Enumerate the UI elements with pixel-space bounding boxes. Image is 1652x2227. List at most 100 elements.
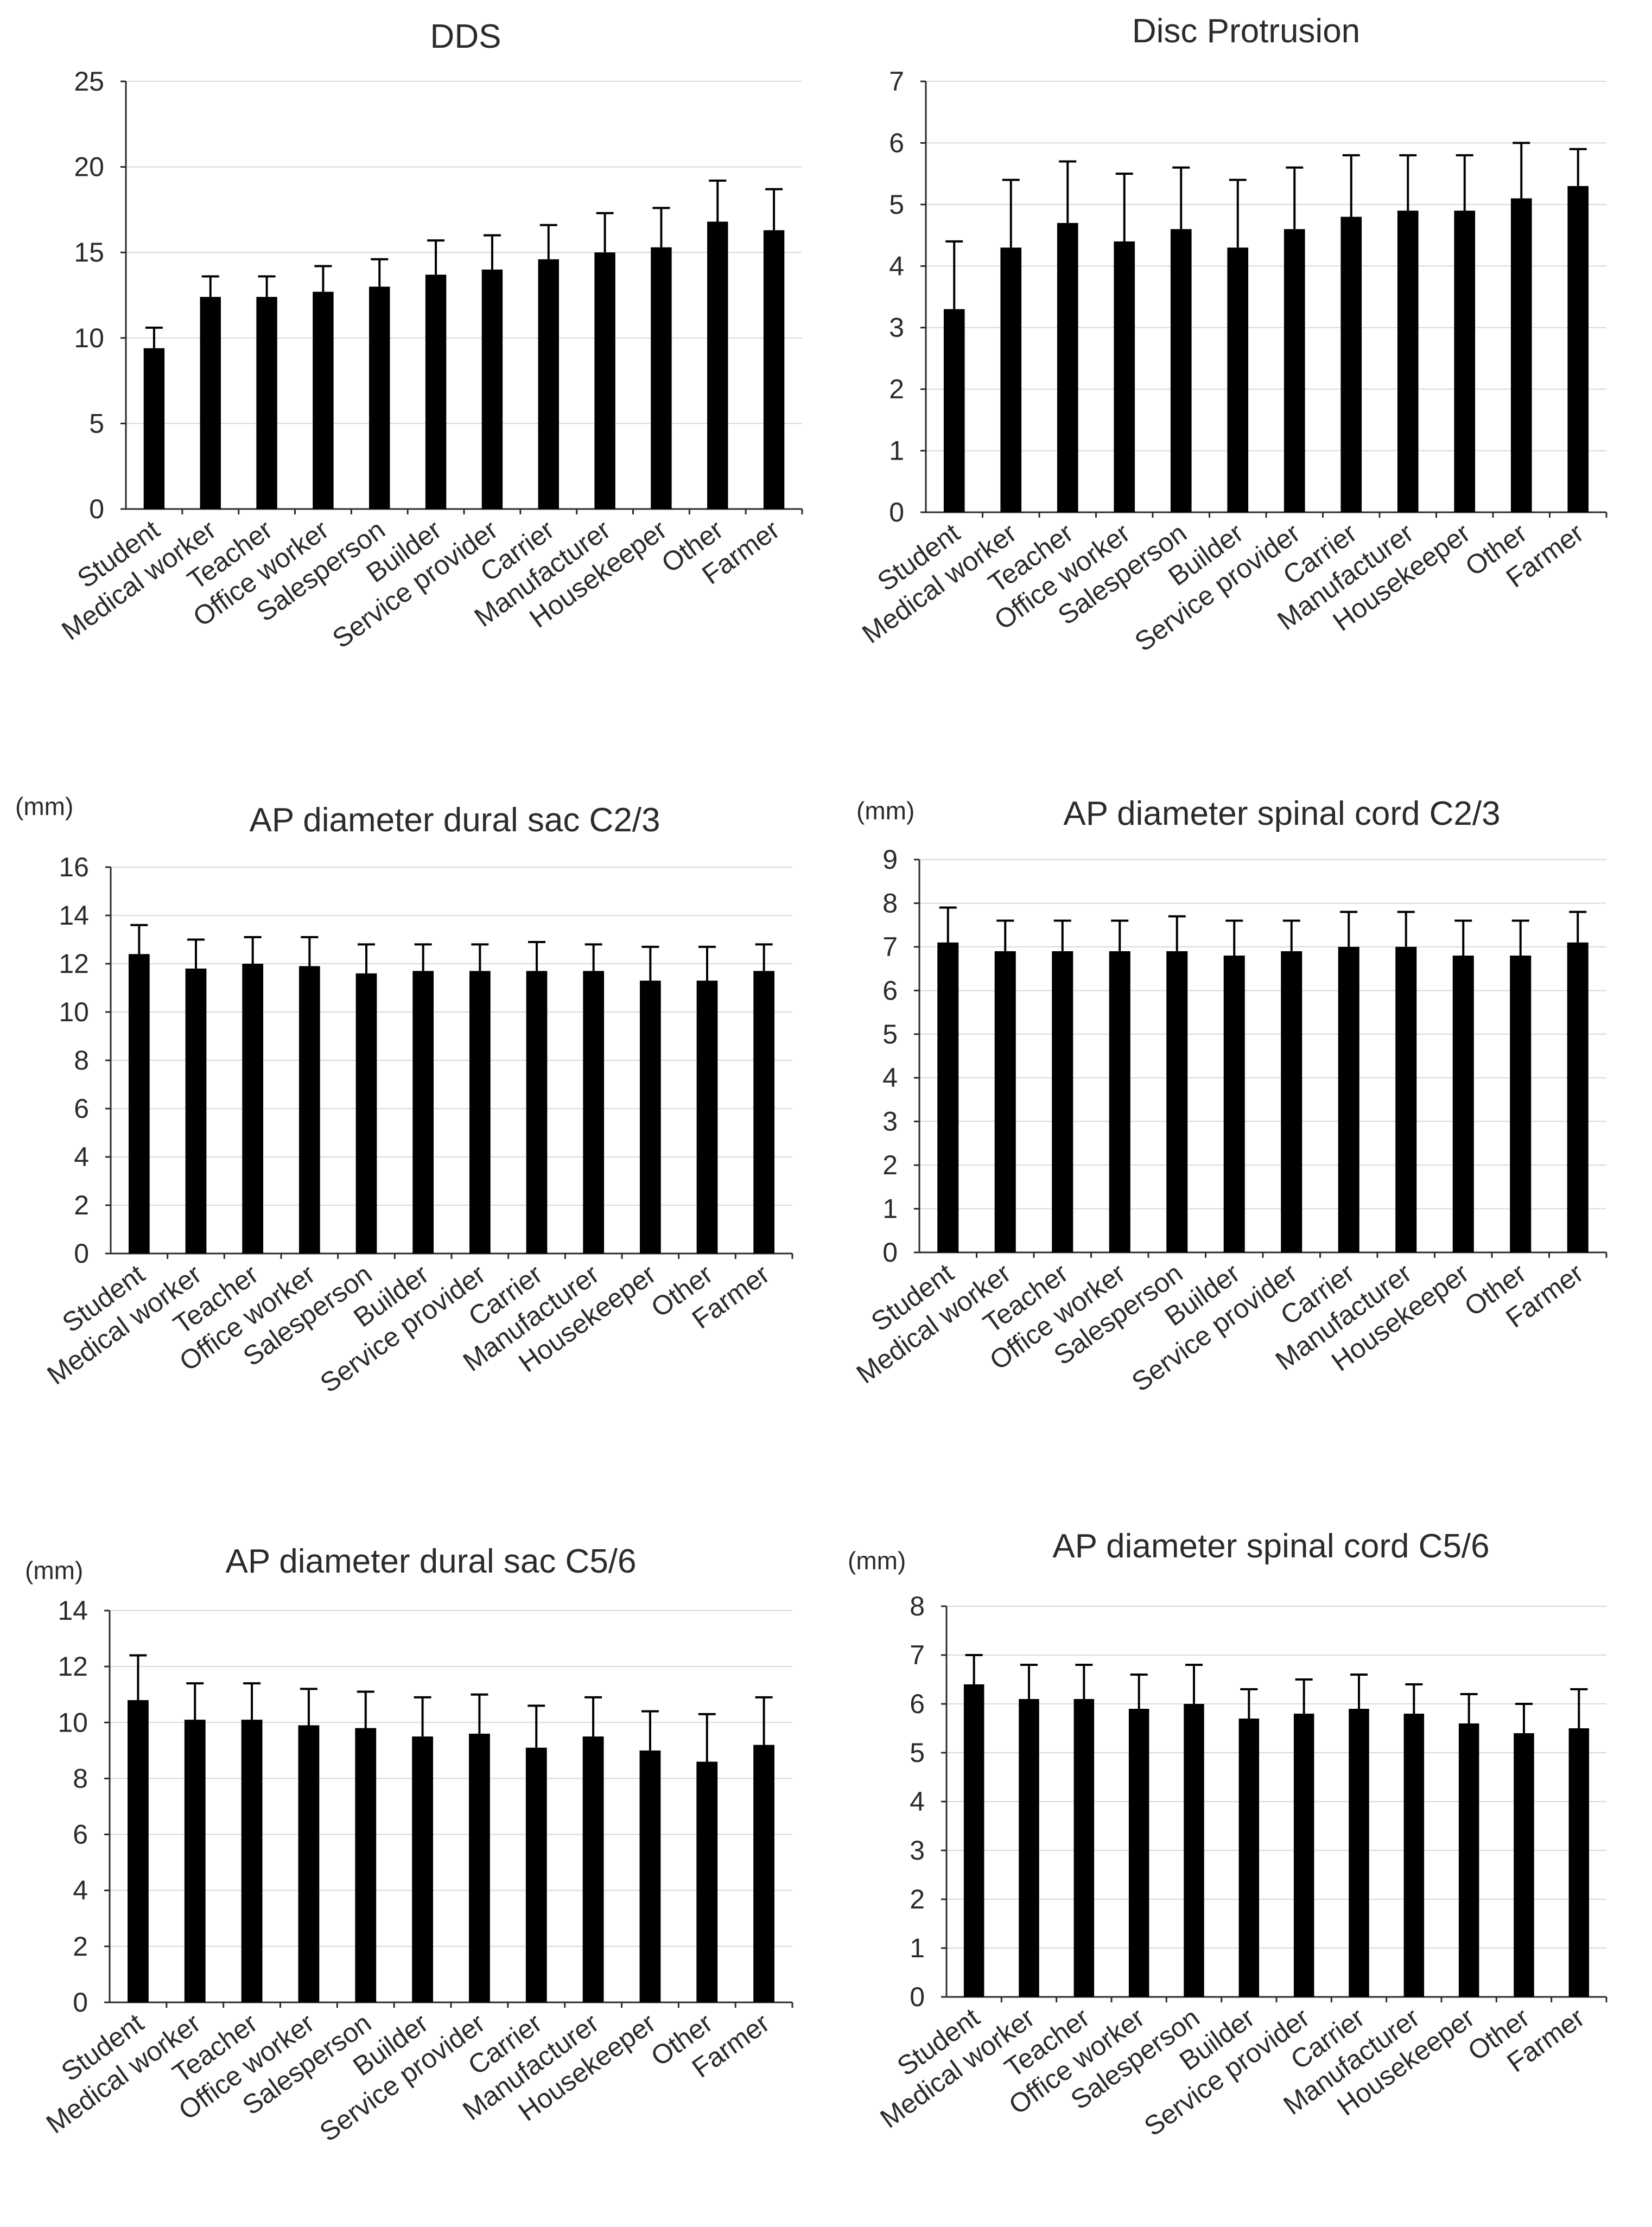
bar-service-provider [481,269,503,509]
bar-teacher [256,297,277,509]
y-tick-label: 25 [74,66,104,97]
bar-salesperson [355,1728,377,2002]
bar-medical-worker [184,1720,206,2002]
y-tick-label: 2 [74,1190,89,1220]
chart-title: DDS [430,18,501,55]
bar-farmer [1567,942,1589,1252]
y-tick-label: 0 [910,1982,925,2012]
y-tick-label: 8 [73,1763,88,1793]
bar-medical-worker [200,297,221,509]
bar-office-worker [298,1725,320,2002]
y-tick-label: 0 [73,1987,88,2018]
bar-builder [425,275,447,509]
y-tick-label: 1 [889,436,904,466]
bar-manufacturer [1395,946,1417,1252]
y-tick-label: 2 [882,1150,898,1180]
chart-title: Disc Protrusion [1132,12,1360,50]
bar-salesperson [1170,229,1192,512]
bar-other [1510,955,1532,1252]
y-tick-label: 5 [910,1738,925,1768]
y-tick-label: 0 [882,1237,898,1268]
bar-salesperson [369,287,390,509]
bar-farmer [753,1745,774,2002]
bar-office-worker [1114,241,1135,512]
y-tick-label: 6 [882,975,898,1006]
bar-office-worker [1128,1709,1149,1997]
bar-student [937,942,959,1252]
y-tick-label: 3 [882,1106,898,1137]
chart-panel-5: AP diameter dural sac C5/6 (mm) 0 2 4 6 8 10 12 1… [25,1543,793,2147]
bar-service-provider [469,971,491,1254]
y-tick-label: 4 [74,1142,89,1172]
bar-service-provider [1281,951,1302,1252]
bar-medical-worker [1000,247,1022,512]
y-tick-label: 0 [74,1238,89,1269]
bar-carrier [1340,217,1362,512]
bar-student [963,1684,984,1997]
bar-teacher [241,1720,263,2002]
y-tick-label: 1 [910,1933,925,1963]
unit-label: (mm) [856,797,914,825]
y-tick-label: 2 [73,1931,88,1962]
y-tick-label: 12 [58,1651,88,1682]
y-tick-label: 12 [59,949,89,979]
y-tick-label: 4 [882,1062,898,1093]
y-tick-label: 4 [910,1786,925,1817]
bar-carrier [525,1747,547,2002]
bar-farmer [1568,1728,1590,1997]
y-tick-label: 2 [889,374,904,404]
y-tick-label: 4 [73,1875,88,1906]
unit-label: (mm) [848,1547,906,1575]
y-tick-label: 10 [74,323,104,353]
bar-teacher [1052,951,1073,1252]
chart-title: AP diameter spinal cord C5/6 [1052,1528,1489,1565]
bar-housekeeper [1458,1723,1479,1997]
bar-housekeeper [639,981,661,1254]
chart-title: AP diameter dural sac C2/3 [249,801,660,839]
bar-carrier [1349,1709,1369,1997]
bar-medical-worker [1019,1699,1039,1997]
bar-manufacturer [594,252,615,509]
bar-teacher [242,964,264,1254]
y-tick-label: 6 [73,1819,88,1850]
chart-panel-6: AP diameter spinal cord C5/6 (mm) 0 1 2 3 4 5 6 7… [848,1528,1607,2142]
bar-other [707,221,728,509]
bar-salesperson [355,973,377,1254]
unit-label: (mm) [15,792,73,820]
bar-medical-worker [994,951,1016,1252]
y-tick-label: 2 [910,1884,925,1914]
unit-label: (mm) [25,1556,83,1585]
bar-other [696,1761,718,2002]
bar-manufacturer [582,1736,604,2002]
bar-housekeeper [1454,211,1476,512]
bar-office-worker [313,291,334,509]
bar-salesperson [1166,951,1188,1252]
bar-office-worker [298,966,320,1254]
y-tick-label: 8 [910,1591,925,1621]
bar-farmer [1567,186,1589,512]
y-tick-label: 5 [889,189,904,220]
bar-student [128,1700,149,2002]
bar-farmer [763,230,785,509]
y-tick-label: 5 [89,408,104,438]
bar-service-provider [1284,229,1305,512]
bar-service-provider [1293,1714,1314,1997]
bar-office-worker [1109,951,1130,1252]
bar-student [943,309,965,512]
y-tick-label: 15 [74,237,104,268]
y-tick-label: 7 [882,932,898,962]
bar-carrier [1338,946,1359,1252]
chart-title: AP diameter dural sac C5/6 [225,1543,636,1580]
y-tick-label: 4 [889,251,904,281]
chart-title: AP diameter spinal cord C2/3 [1063,795,1500,832]
y-tick-label: 6 [889,128,904,158]
y-tick-label: 8 [882,888,898,918]
bar-carrier [526,971,548,1254]
bar-manufacturer [583,971,605,1254]
bar-builder [1223,955,1245,1252]
bar-other [1514,1733,1534,1997]
bar-builder [412,1736,433,2002]
